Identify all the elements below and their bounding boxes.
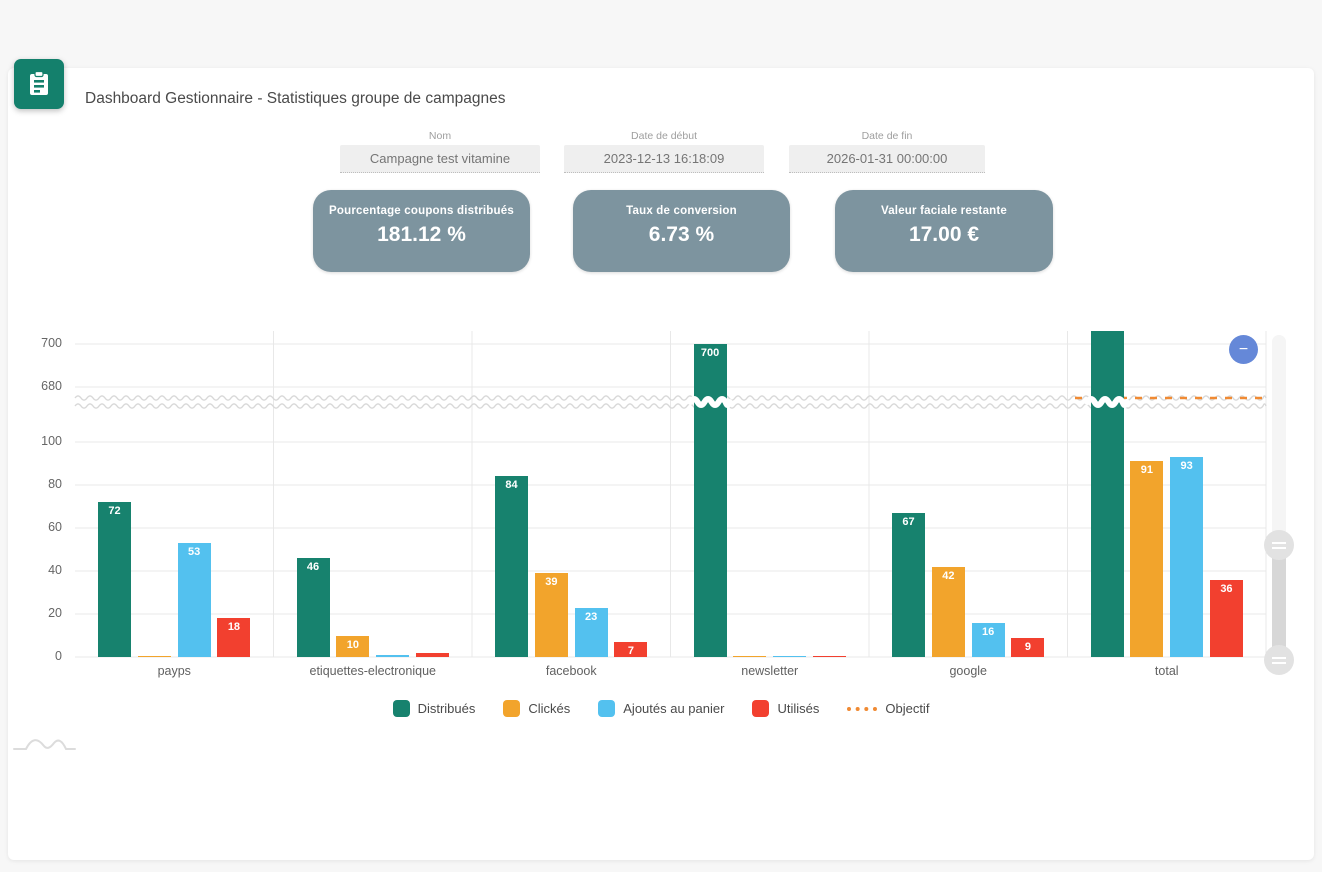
bar-value-label: 67 [902, 515, 915, 528]
y-axis-tick: 0 [55, 649, 62, 663]
legend-item-Objectif[interactable]: Objectif [847, 701, 929, 716]
bar-value-label: 39 [545, 576, 558, 589]
legend-dashed-line-icon [847, 706, 878, 711]
slider-upper-handle[interactable] [1264, 530, 1294, 560]
stat-card-value: 6.73 % [648, 223, 715, 246]
y-axis-tick: 680 [41, 379, 62, 393]
bar-value-label: 46 [306, 561, 320, 574]
bar-etiquettes-electronique-0: 46 [296, 558, 330, 657]
bar-facebook-3: 7 [614, 641, 648, 657]
legend-label: Clickés [528, 701, 571, 716]
bar-value-label: 23 [585, 610, 598, 623]
bar-value-label: 84 [505, 479, 518, 492]
field-value[interactable]: 2023-12-13 16:18:09 [564, 145, 764, 173]
stat-card-0: Pourcentage coupons distribués 181.12 % [313, 190, 530, 272]
legend-swatch-icon [503, 700, 521, 717]
y-axis-tick: 60 [48, 520, 62, 534]
stat-card-value: 17.00 € [908, 223, 980, 246]
bar-value-label: 72 [108, 505, 121, 518]
bar-value-label: 91 [1140, 464, 1153, 477]
bar-etiquettes-electronique-3 [415, 652, 449, 657]
clipboard-icon [30, 71, 48, 95]
bar-value-label: 10 [346, 638, 359, 651]
bar-value-label: 700 [700, 347, 720, 359]
stat-card-label: Taux de conversion [626, 205, 737, 217]
bar-facebook-1: 39 [534, 573, 568, 657]
bar-payps-0: 72 [98, 502, 132, 657]
legend-label: Utilisés [777, 701, 820, 716]
x-axis-label-total: total [1154, 664, 1179, 678]
field-label: Date de fin [861, 130, 913, 142]
legend-label: Distribués [417, 701, 476, 716]
stat-card-label: Pourcentage coupons distribués [329, 205, 514, 217]
bar-value-label: 53 [188, 546, 201, 559]
stat-card-1: Taux de conversion 6.73 % [573, 190, 790, 272]
mini-area-chart-icon [12, 730, 78, 761]
legend-item-Clickés[interactable]: Clickés [503, 700, 570, 717]
bar-newsletter-1 [733, 655, 767, 657]
y-axis-tick: 20 [48, 606, 62, 620]
stat-card-label: Valeur faciale restante [880, 205, 1008, 217]
bar-value-label: 9 [1024, 640, 1031, 653]
field-nom: Nom Campagne test vitamine [340, 127, 540, 173]
x-axis-label-google: google [949, 664, 988, 678]
x-axis-label-newsletter: newsletter [741, 664, 799, 678]
y-axis-tick: 100 [41, 434, 62, 448]
field-date-fin: Date de fin 2026-01-31 00:00:00 [789, 127, 985, 173]
bar-value-label: 18 [227, 621, 241, 634]
legend-swatch-icon [392, 700, 410, 717]
field-value[interactable]: Campagne test vitamine [340, 145, 540, 173]
bar-google-0: 67 [892, 512, 926, 657]
bar-facebook-0: 84 [495, 476, 529, 657]
legend-label: Objectif [885, 701, 930, 716]
x-axis-label-payps: payps [157, 664, 191, 678]
x-axis-label-facebook: facebook [545, 664, 597, 678]
bar-total-3: 36 [1209, 579, 1243, 657]
bar-payps-3: 18 [217, 618, 251, 657]
legend-item-Ajoutés au panier[interactable]: Ajoutés au panier [598, 700, 724, 717]
bar-total-0 [1090, 331, 1124, 657]
bar-total-1: 91 [1130, 461, 1164, 657]
bar-etiquettes-electronique-2 [376, 654, 410, 657]
bar-etiquettes-electronique-1: 10 [336, 635, 370, 657]
bar-total-2: 93 [1170, 457, 1204, 657]
legend-swatch-icon [752, 700, 770, 717]
y-axis-tick: 80 [48, 477, 62, 491]
legend-label: Ajoutés au panier [623, 701, 725, 716]
field-value[interactable]: 2026-01-31 00:00:00 [789, 145, 985, 173]
legend-item-Utilisés[interactable]: Utilisés [752, 700, 819, 717]
legend-item-Distribués[interactable]: Distribués [392, 700, 476, 717]
field-label: Date de début [631, 130, 697, 142]
field-label: Nom [428, 130, 452, 142]
chart-legend: Distribués Clickés Ajoutés au panier Utilis… [0, 700, 1322, 717]
page-title: Dashboard Gestionnaire - Statistiques gr… [85, 90, 506, 107]
bar-value-label: 16 [982, 625, 995, 638]
bar-payps-1 [137, 655, 171, 657]
bar-value-label: 93 [1180, 460, 1193, 473]
vertical-range-slider-selection[interactable] [1272, 545, 1286, 660]
bar-value-label: 7 [627, 644, 634, 657]
bar-value-label: 42 [942, 569, 955, 582]
bar-newsletter-3 [812, 655, 846, 657]
field-date-debut: Date de début 2023-12-13 16:18:09 [564, 127, 764, 173]
bar-google-1: 42 [931, 566, 965, 657]
legend-swatch-icon [598, 700, 616, 717]
bar-facebook-2: 23 [574, 607, 608, 657]
slider-lower-handle[interactable] [1264, 645, 1294, 675]
bar-payps-2: 53 [177, 543, 211, 657]
y-axis-tick: 700 [41, 336, 62, 350]
clipboard-icon-button[interactable] [14, 59, 64, 109]
bar-google-3: 9 [1011, 637, 1045, 657]
bar-newsletter-2 [773, 655, 807, 657]
bar-value-label: 36 [1220, 582, 1233, 595]
y-axis-tick: 40 [48, 563, 62, 577]
x-axis-label-etiquettes-electronique: etiquettes-electronique [309, 664, 436, 678]
bar-google-2: 16 [971, 622, 1005, 657]
stat-card-2: Valeur faciale restante 17.00 € [835, 190, 1053, 272]
chart-zoom-out-button[interactable]: − [1229, 335, 1258, 364]
stat-card-value: 181.12 % [377, 223, 466, 246]
